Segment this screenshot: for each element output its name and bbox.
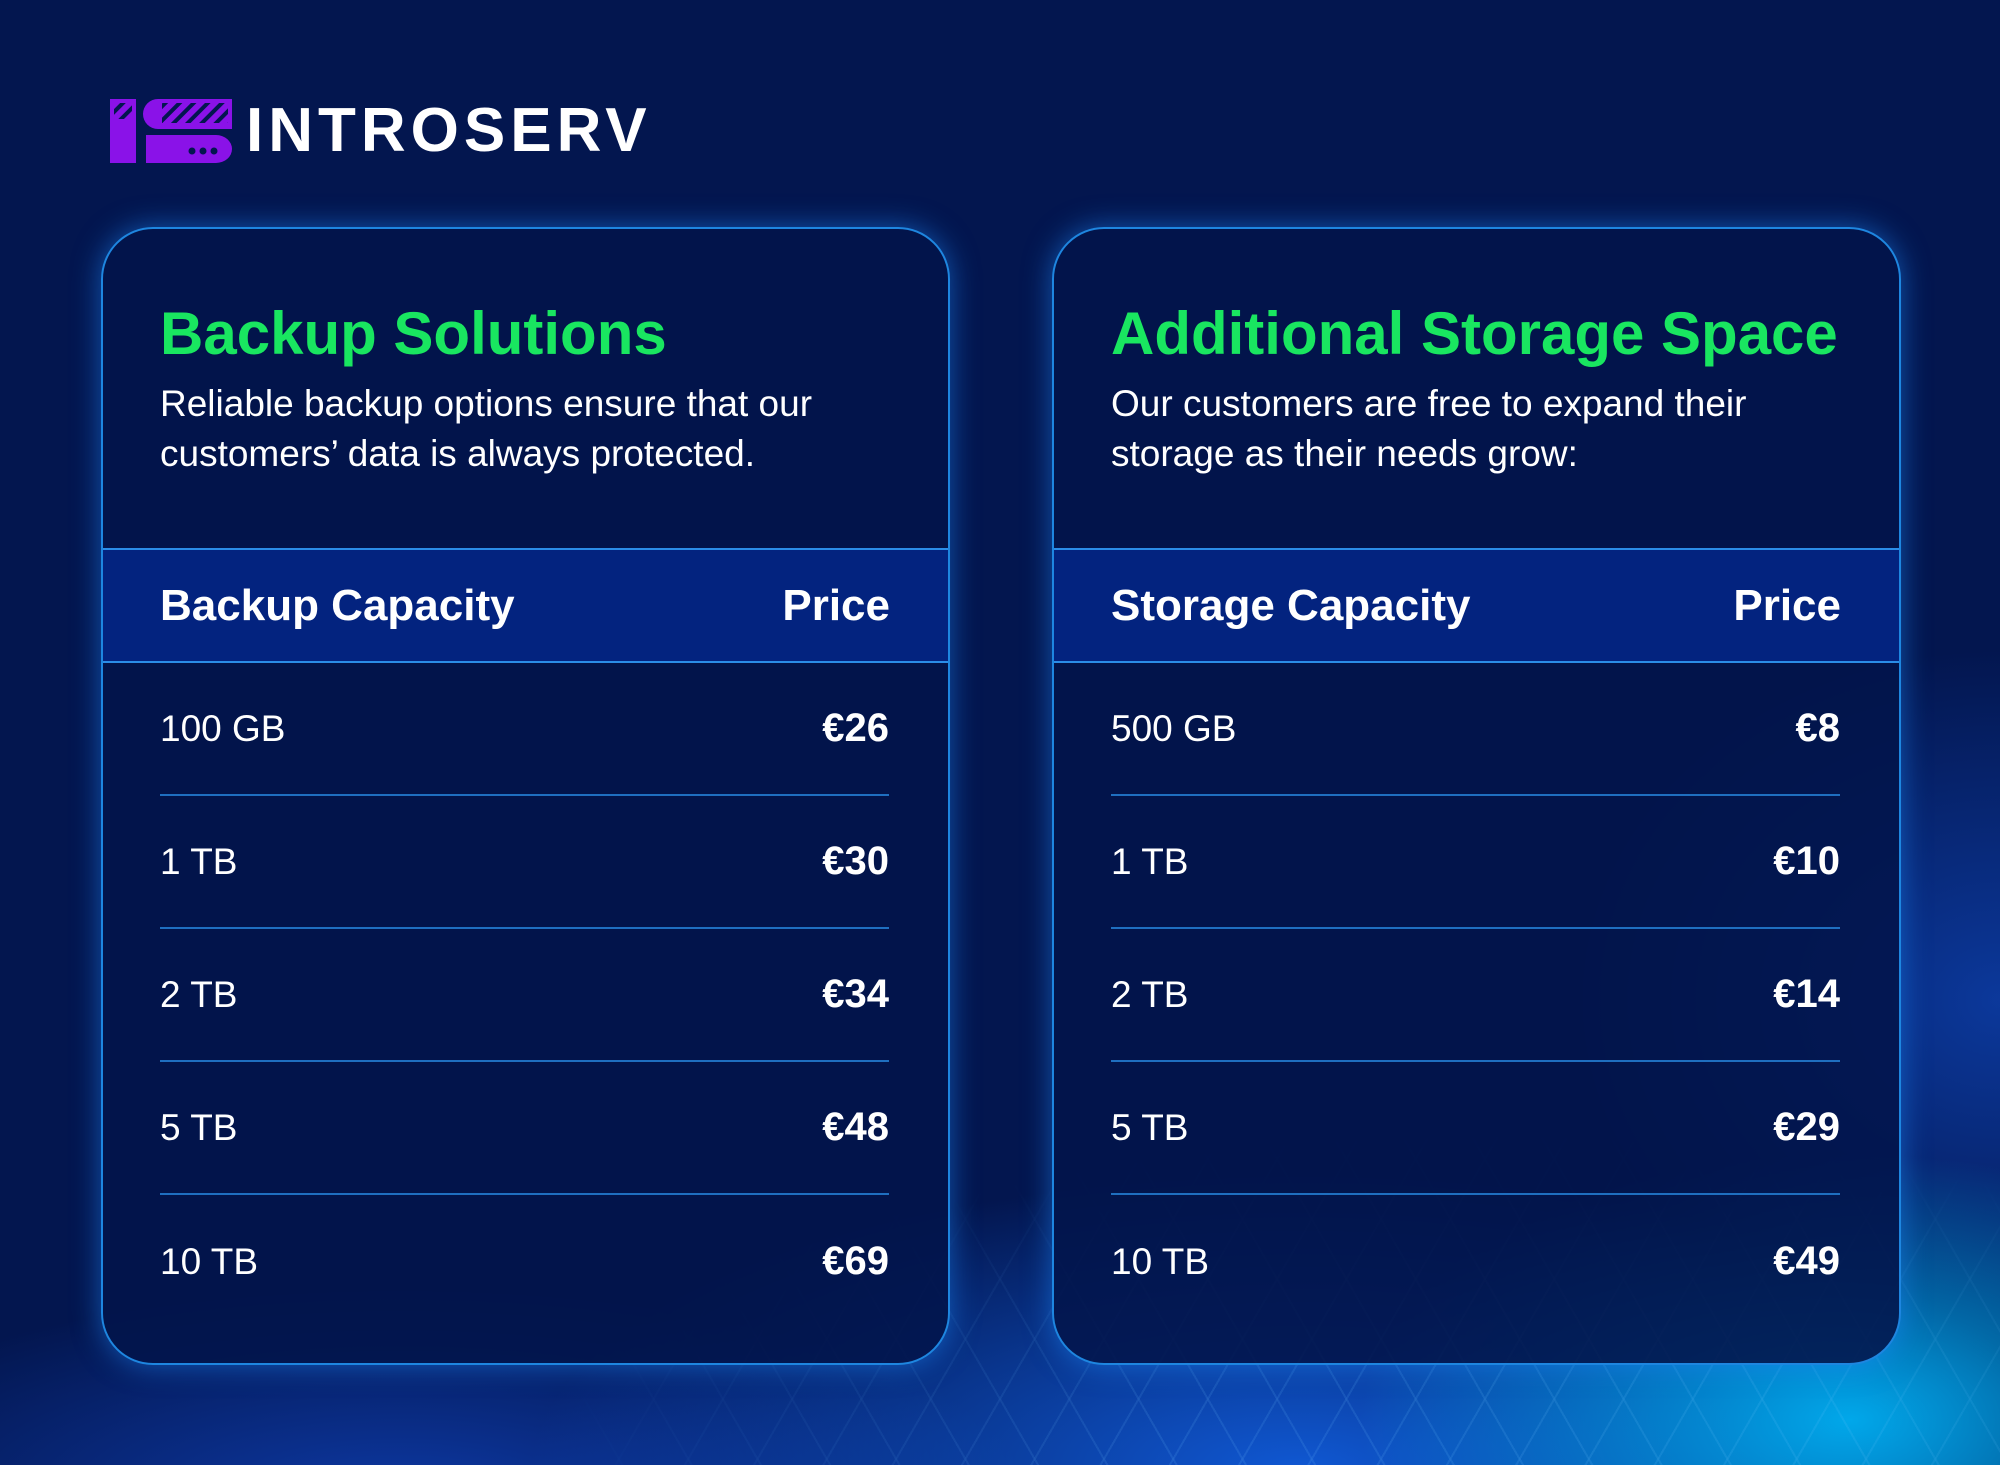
capacity: 500 GB: [1111, 707, 1237, 749]
logo-icon: [110, 99, 232, 163]
table-header: Backup Capacity Price: [103, 548, 948, 663]
price-table: 100 GB €26 1 TB €30 2 TB €34 5 TB €48 10 TB €…: [160, 663, 889, 1328]
price-table: 500 GB €8 1 TB €10 2 TB €14 5 TB €29 10 TB €4…: [1111, 663, 1840, 1328]
table-row: 1 TB €10: [1111, 796, 1840, 929]
card-description: Reliable backup options ensure that our …: [160, 383, 813, 474]
table-row: 100 GB €26: [160, 663, 889, 796]
table-row: 500 GB €8: [1111, 663, 1840, 796]
card-title: Backup Solutions: [160, 300, 667, 367]
table-row: 5 TB €48: [160, 1062, 889, 1195]
price: €14: [1773, 972, 1840, 1016]
price: €30: [822, 839, 889, 883]
brand-name: INTROSERV: [246, 96, 652, 165]
column-header-price: Price: [782, 580, 890, 630]
capacity: 10 TB: [160, 1240, 259, 1282]
price: €69: [822, 1239, 889, 1283]
backup-solutions-card: Backup Solutions Reliable backup options…: [101, 227, 950, 1365]
price: €10: [1773, 839, 1840, 883]
capacity: 5 TB: [1111, 1106, 1189, 1148]
price: €48: [822, 1105, 889, 1149]
table-row: 2 TB €34: [160, 929, 889, 1062]
table-row: 10 TB €69: [160, 1195, 889, 1328]
price: €29: [1773, 1105, 1840, 1149]
brand-logo: INTROSERV: [110, 99, 652, 163]
price: €26: [822, 706, 889, 750]
capacity: 1 TB: [1111, 840, 1189, 882]
capacity: 1 TB: [160, 840, 238, 882]
price: €8: [1795, 706, 1841, 750]
capacity: 2 TB: [160, 973, 238, 1015]
price: €49: [1773, 1239, 1840, 1283]
price: €34: [822, 972, 889, 1016]
column-header-capacity: Storage Capacity: [1111, 580, 1471, 630]
table-header: Storage Capacity Price: [1054, 548, 1899, 663]
column-header-price: Price: [1733, 580, 1841, 630]
additional-storage-card: Additional Storage Space Our customers a…: [1052, 227, 1901, 1365]
table-row: 2 TB €14: [1111, 929, 1840, 1062]
table-row: 5 TB €29: [1111, 1062, 1840, 1195]
card-description: Our customers are free to expand their s…: [1111, 383, 1747, 474]
column-header-capacity: Backup Capacity: [160, 580, 515, 630]
capacity: 5 TB: [160, 1106, 238, 1148]
table-row: 10 TB €49: [1111, 1195, 1840, 1328]
capacity: 2 TB: [1111, 973, 1189, 1015]
table-row: 1 TB €30: [160, 796, 889, 929]
capacity: 10 TB: [1111, 1240, 1210, 1282]
capacity: 100 GB: [160, 707, 286, 749]
card-title: Additional Storage Space: [1111, 300, 1838, 367]
